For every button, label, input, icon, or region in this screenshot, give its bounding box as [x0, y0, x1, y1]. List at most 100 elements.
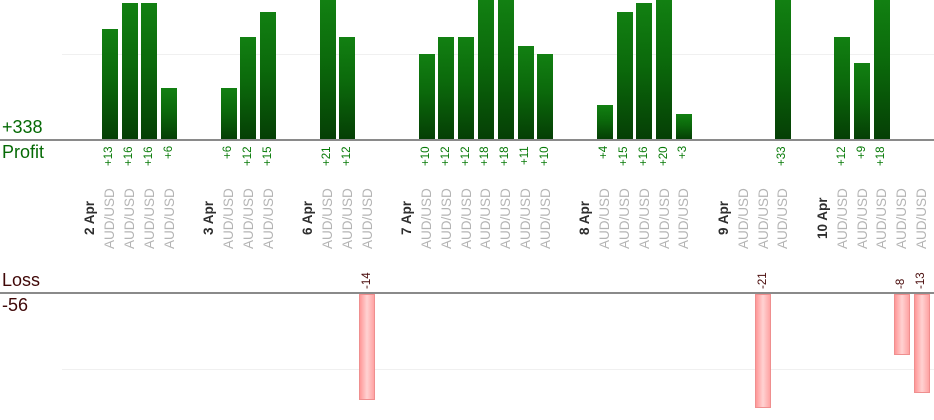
profit-bar — [616, 11, 633, 139]
profit-axis-line — [0, 139, 934, 141]
loss-axis-line — [0, 292, 934, 294]
profit-value-label: +6 — [162, 145, 175, 159]
loss-value-label: -14 — [360, 272, 373, 289]
profit-bar — [141, 3, 158, 139]
profit-value-label: +9 — [855, 145, 868, 159]
profit-total: +338 — [2, 117, 43, 137]
profit-value-label: +16 — [142, 146, 155, 166]
profit-bar — [854, 62, 871, 139]
loss-axis-label: Loss — [2, 270, 41, 290]
profit-bar — [497, 0, 514, 139]
profit-value-label: +12 — [340, 146, 353, 166]
profit-bar — [517, 45, 534, 139]
profit-value-label: +16 — [123, 146, 135, 166]
profit-bar — [220, 88, 237, 139]
date-label: 3 Apr — [201, 200, 217, 235]
symbol-label: AUD/USD — [498, 187, 514, 249]
profit-bar — [121, 3, 138, 139]
profit-value-label: +10 — [538, 146, 551, 166]
profit-value-label: +20 — [657, 146, 670, 166]
symbol-label: AUD/USD — [438, 187, 454, 249]
symbol-label: AUD/USD — [359, 187, 375, 249]
symbol-label: AUD/USD — [518, 187, 533, 249]
date-label: 2 Apr — [82, 200, 98, 235]
profit-value-label: +21 — [321, 146, 333, 166]
symbol-label: AUD/USD — [636, 187, 652, 249]
date-label: 9 Apr — [716, 200, 731, 235]
profit-bar — [656, 0, 673, 139]
symbol-label: AUD/USD — [339, 187, 355, 249]
date-label: 10 Apr — [815, 197, 830, 239]
profit-value-label: +12 — [835, 146, 848, 166]
profit-value-label: +15 — [618, 146, 630, 166]
profit-bar — [834, 37, 851, 139]
symbol-label: AUD/USD — [478, 187, 494, 249]
profit-value-label: +33 — [776, 146, 789, 166]
symbol-label: AUD/USD — [735, 187, 751, 249]
symbol-label: AUD/USD — [122, 187, 137, 249]
profit-bar — [596, 105, 613, 139]
symbol-label: AUD/USD — [854, 187, 870, 249]
profit-value-label: +15 — [261, 146, 274, 166]
symbol-label: AUD/USD — [260, 187, 276, 249]
date-label: 6 Apr — [300, 200, 316, 235]
loss-bar — [893, 294, 910, 355]
profit-bar — [675, 113, 692, 139]
profit-bar — [161, 88, 178, 139]
profit-axis-label: Profit — [2, 142, 45, 162]
profit-bar — [339, 37, 356, 139]
profit-value-label: +18 — [875, 146, 888, 166]
symbol-label: AUD/USD — [458, 187, 474, 249]
symbol-label: AUD/USD — [221, 187, 236, 249]
loss-value-label: -8 — [895, 278, 908, 289]
symbol-label: AUD/USD — [240, 187, 256, 249]
profit-bar — [636, 3, 653, 139]
profit-bar — [319, 0, 336, 139]
profit-value-label: +13 — [103, 146, 116, 166]
symbol-label: AUD/USD — [676, 187, 692, 249]
symbol-label: AUD/USD — [894, 187, 910, 249]
profit-bar — [477, 0, 494, 139]
profit-value-label: +11 — [519, 146, 531, 165]
profit-value-label: +18 — [479, 146, 492, 166]
loss-bar — [755, 294, 772, 408]
profit-bar — [873, 0, 890, 139]
loss-bar — [359, 294, 376, 401]
profit-bar — [260, 11, 277, 139]
symbol-label: AUD/USD — [320, 187, 335, 249]
profit-value-label: +6 — [222, 145, 234, 159]
symbol-label: AUD/USD — [161, 187, 177, 249]
profit-bar — [774, 0, 791, 139]
symbol-label: AUD/USD — [617, 187, 632, 249]
loss-value-label: -21 — [756, 272, 769, 289]
symbol-label: AUD/USD — [874, 187, 890, 249]
loss-bar — [913, 294, 930, 393]
symbol-label: AUD/USD — [834, 187, 850, 249]
profit-value-label: +12 — [241, 146, 254, 166]
profit-bar — [240, 37, 257, 139]
profit-value-label: +10 — [420, 146, 432, 166]
profit-bar — [438, 37, 455, 139]
profit-bar — [458, 37, 475, 139]
loss-value-label: -13 — [915, 272, 927, 289]
profit-value-label: +12 — [459, 146, 472, 166]
profit-bar — [537, 54, 554, 139]
symbol-label: AUD/USD — [419, 187, 434, 249]
symbol-label: AUD/USD — [755, 187, 771, 249]
symbol-label: AUD/USD — [775, 187, 791, 249]
profit-bar — [101, 28, 118, 139]
loss-total: -56 — [2, 295, 29, 315]
date-label: 7 Apr — [399, 200, 415, 235]
symbol-label: AUD/USD — [537, 187, 553, 249]
profit-bar — [418, 54, 435, 139]
symbol-label: AUD/USD — [914, 187, 929, 249]
symbol-label: AUD/USD — [102, 187, 118, 249]
profit-value-label: +4 — [598, 145, 611, 159]
profit-value-label: +16 — [637, 146, 650, 166]
profit-value-label: +12 — [439, 146, 452, 166]
loss-gridline — [62, 369, 934, 370]
symbol-label: AUD/USD — [656, 187, 672, 249]
symbol-label: AUD/USD — [597, 187, 613, 249]
profit-value-label: +18 — [499, 146, 512, 166]
